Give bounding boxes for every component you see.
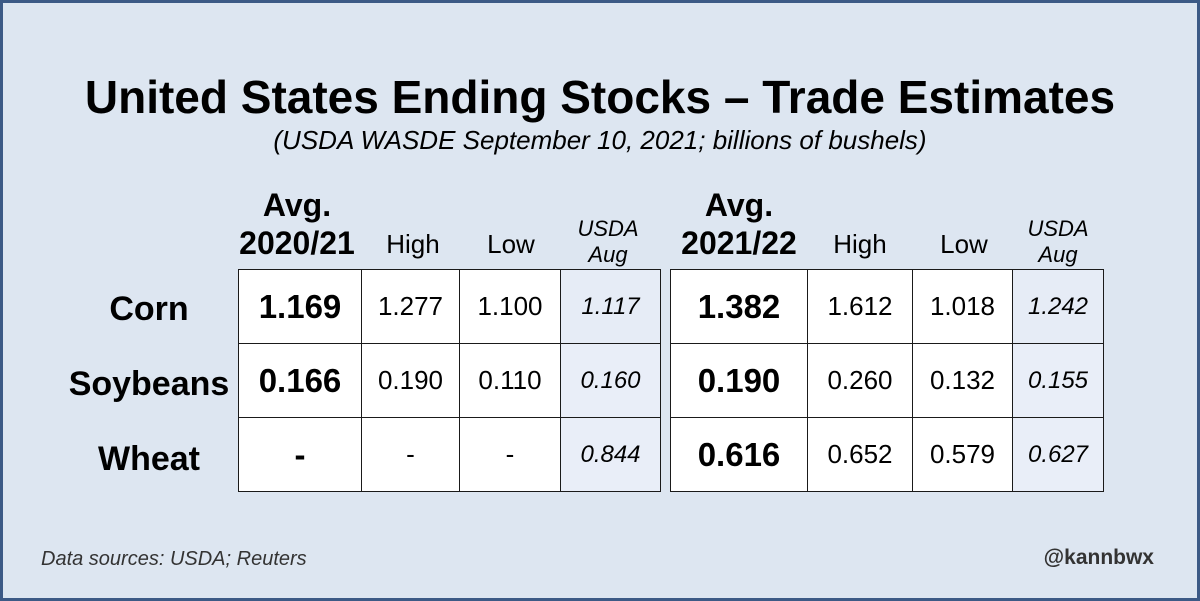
row-label-wheat: Wheat <box>98 440 200 478</box>
avg-2021-22-header: Avg. 2021/22 <box>667 186 811 262</box>
chart-title: United States Ending Stocks – Trade Esti… <box>84 71 1116 123</box>
usda-header-line2: Aug <box>1038 242 1078 267</box>
avg-cell: 1.169 <box>238 269 362 344</box>
usda-aug-cell: 1.117 <box>560 269 661 344</box>
author-handle: @kannbwx <box>1043 546 1154 569</box>
data-source-note: Data sources: USDA; Reuters <box>41 548 307 570</box>
avg-2020-21-header: Avg. 2020/21 <box>225 186 369 262</box>
usda-header-line1: USDA <box>577 216 639 241</box>
avg-header-line2: 2020/21 <box>239 225 355 261</box>
high-cell: 1.612 <box>807 269 913 344</box>
usda-header-line2: Aug <box>588 242 628 267</box>
usda-aug-cell: 0.844 <box>560 417 661 492</box>
low-cell: 1.100 <box>459 269 561 344</box>
low-cell: 0.132 <box>912 343 1013 418</box>
row-label-corn: Corn <box>109 290 189 328</box>
high-2020-21-header: High <box>386 229 440 259</box>
avg-cell: - <box>238 417 362 492</box>
table-row: 0.616 0.652 0.579 0.627 <box>670 417 1104 492</box>
table-row: - - - 0.844 <box>238 417 661 492</box>
usda-aug-cell: 0.155 <box>1012 343 1104 418</box>
usda-aug-2020-21-header: USDA Aug <box>558 216 658 268</box>
table-row: 0.166 0.190 0.110 0.160 <box>238 343 661 418</box>
avg-cell: 0.616 <box>670 417 808 492</box>
avg-header-line1: Avg. <box>262 187 332 223</box>
high-2021-22-header: High <box>833 229 887 259</box>
table-row: 1.169 1.277 1.100 1.117 <box>238 269 661 344</box>
low-2020-21-header: Low <box>487 229 535 259</box>
avg-header-line2: 2021/22 <box>681 225 797 261</box>
avg-cell: 0.166 <box>238 343 362 418</box>
usda-header-line1: USDA <box>1027 216 1089 241</box>
usda-aug-cell: 1.242 <box>1012 269 1104 344</box>
avg-cell: 0.190 <box>670 343 808 418</box>
high-cell: 0.260 <box>807 343 913 418</box>
high-cell: 1.277 <box>361 269 460 344</box>
low-2021-22-header: Low <box>940 229 988 259</box>
table-row: 0.190 0.260 0.132 0.155 <box>670 343 1104 418</box>
usda-aug-cell: 0.627 <box>1012 417 1104 492</box>
high-cell: 0.652 <box>807 417 913 492</box>
table-2020-21: 1.169 1.277 1.100 1.117 0.166 0.190 0.11… <box>238 269 661 492</box>
low-cell: 0.579 <box>912 417 1013 492</box>
high-cell: 0.190 <box>361 343 460 418</box>
chart-subtitle: (USDA WASDE September 10, 2021; billions… <box>273 125 927 155</box>
low-cell: 1.018 <box>912 269 1013 344</box>
table-row: 1.382 1.612 1.018 1.242 <box>670 269 1104 344</box>
usda-aug-cell: 0.160 <box>560 343 661 418</box>
usda-aug-2021-22-header: USDA Aug <box>1008 216 1108 268</box>
table-2021-22: 1.382 1.612 1.018 1.242 0.190 0.260 0.13… <box>670 269 1104 492</box>
high-cell: - <box>361 417 460 492</box>
row-label-soybeans: Soybeans <box>68 365 230 403</box>
low-cell: - <box>459 417 561 492</box>
low-cell: 0.110 <box>459 343 561 418</box>
avg-cell: 1.382 <box>670 269 808 344</box>
avg-header-line1: Avg. <box>704 187 774 223</box>
